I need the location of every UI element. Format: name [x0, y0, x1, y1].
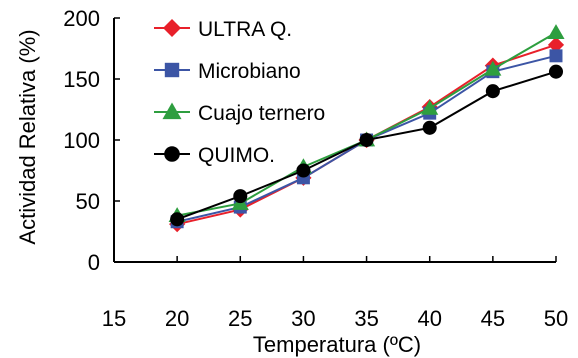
data-point	[548, 64, 564, 79]
legend-item: Cuajo ternero	[154, 102, 325, 125]
x-tick-label: 50	[544, 306, 568, 331]
legend-marker	[163, 19, 181, 37]
data-point	[233, 189, 248, 204]
x-tick-label: 20	[165, 306, 189, 331]
y-tick-label: 0	[88, 250, 100, 275]
legend-label: ULTRA Q.	[198, 18, 292, 41]
x-tick-label: 35	[354, 306, 378, 331]
legend-label: QUIMO.	[198, 144, 275, 167]
data-point	[296, 163, 311, 178]
y-tick-label: 200	[63, 6, 100, 31]
legend-item: ULTRA Q.	[154, 18, 292, 41]
data-point	[485, 84, 500, 99]
data-point	[359, 132, 374, 148]
series-3	[170, 64, 564, 227]
data-point	[547, 36, 565, 53]
data-point	[484, 60, 502, 76]
data-point	[547, 24, 565, 40]
data-point	[549, 49, 563, 63]
data-point	[421, 99, 439, 115]
data-point	[422, 120, 437, 135]
series-layer	[168, 24, 565, 233]
x-tick-label: 40	[417, 306, 441, 331]
legend-marker	[162, 102, 182, 120]
legend-marker	[164, 62, 180, 78]
legend: ULTRA Q. Microbiano Cuajo ternero QUIMO.	[154, 18, 325, 167]
data-point	[170, 212, 185, 227]
legend-label: Microbiano	[198, 60, 301, 83]
x-tick-label: 30	[291, 306, 315, 331]
legend-label: Cuajo ternero	[198, 102, 325, 125]
legend-item: Microbiano	[154, 60, 301, 83]
axes: 15 20 25 30 35 40 45 50 0 50 100 150 200	[63, 6, 568, 331]
x-tick-label: 25	[228, 306, 252, 331]
legend-item: QUIMO.	[154, 144, 275, 167]
y-tick-label: 100	[63, 128, 100, 153]
y-tick-label: 50	[76, 189, 100, 214]
x-tick-label: 15	[102, 306, 126, 331]
legend-marker	[164, 146, 180, 162]
x-tick-label: 45	[481, 306, 505, 331]
y-tick-label: 150	[63, 67, 100, 92]
x-axis-label: Temperatura (ºC)	[253, 332, 421, 357]
y-axis-label: Actividad Relativa (%)	[15, 29, 40, 244]
